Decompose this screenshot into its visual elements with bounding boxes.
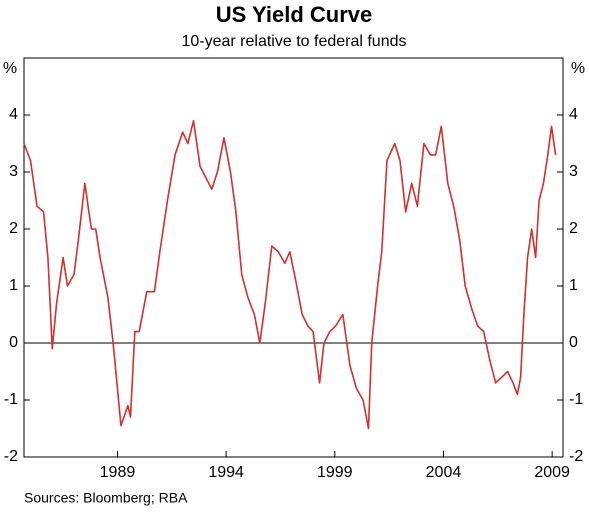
- y2-tick-label: -1: [569, 391, 583, 408]
- y-tick-label: -1: [4, 391, 18, 408]
- y-tick-label: 4: [9, 106, 18, 123]
- chart-subtitle: 10-year relative to federal funds: [181, 33, 406, 50]
- y2-tick-label: -2: [569, 448, 583, 465]
- x-tick-label: 2009: [534, 464, 570, 481]
- y-tick-label: -2: [4, 448, 18, 465]
- x-tick-label: 1994: [208, 464, 244, 481]
- y-tick-label: 3: [9, 163, 18, 180]
- chart-title: US Yield Curve: [216, 2, 373, 27]
- x-tick-label: 1989: [100, 464, 136, 481]
- y-tick-label: 0: [9, 334, 18, 351]
- y-tick-label: 1: [9, 277, 18, 294]
- y-axis-label: %: [3, 60, 17, 77]
- y2-tick-label: 0: [569, 334, 578, 351]
- y2-tick-label: 2: [569, 220, 578, 237]
- x-tick-label: 2004: [426, 464, 462, 481]
- y-tick-label: 2: [9, 220, 18, 237]
- data-line: [23, 119, 557, 430]
- source-note: Sources: Bloomberg; RBA: [24, 490, 188, 506]
- y2-tick-label: 4: [569, 106, 578, 123]
- y2-tick-label: 1: [569, 277, 578, 294]
- y2-axis-label: %: [571, 60, 585, 77]
- x-tick-label: 1999: [317, 464, 353, 481]
- y2-tick-label: 3: [569, 163, 578, 180]
- plot-frame: [23, 57, 564, 458]
